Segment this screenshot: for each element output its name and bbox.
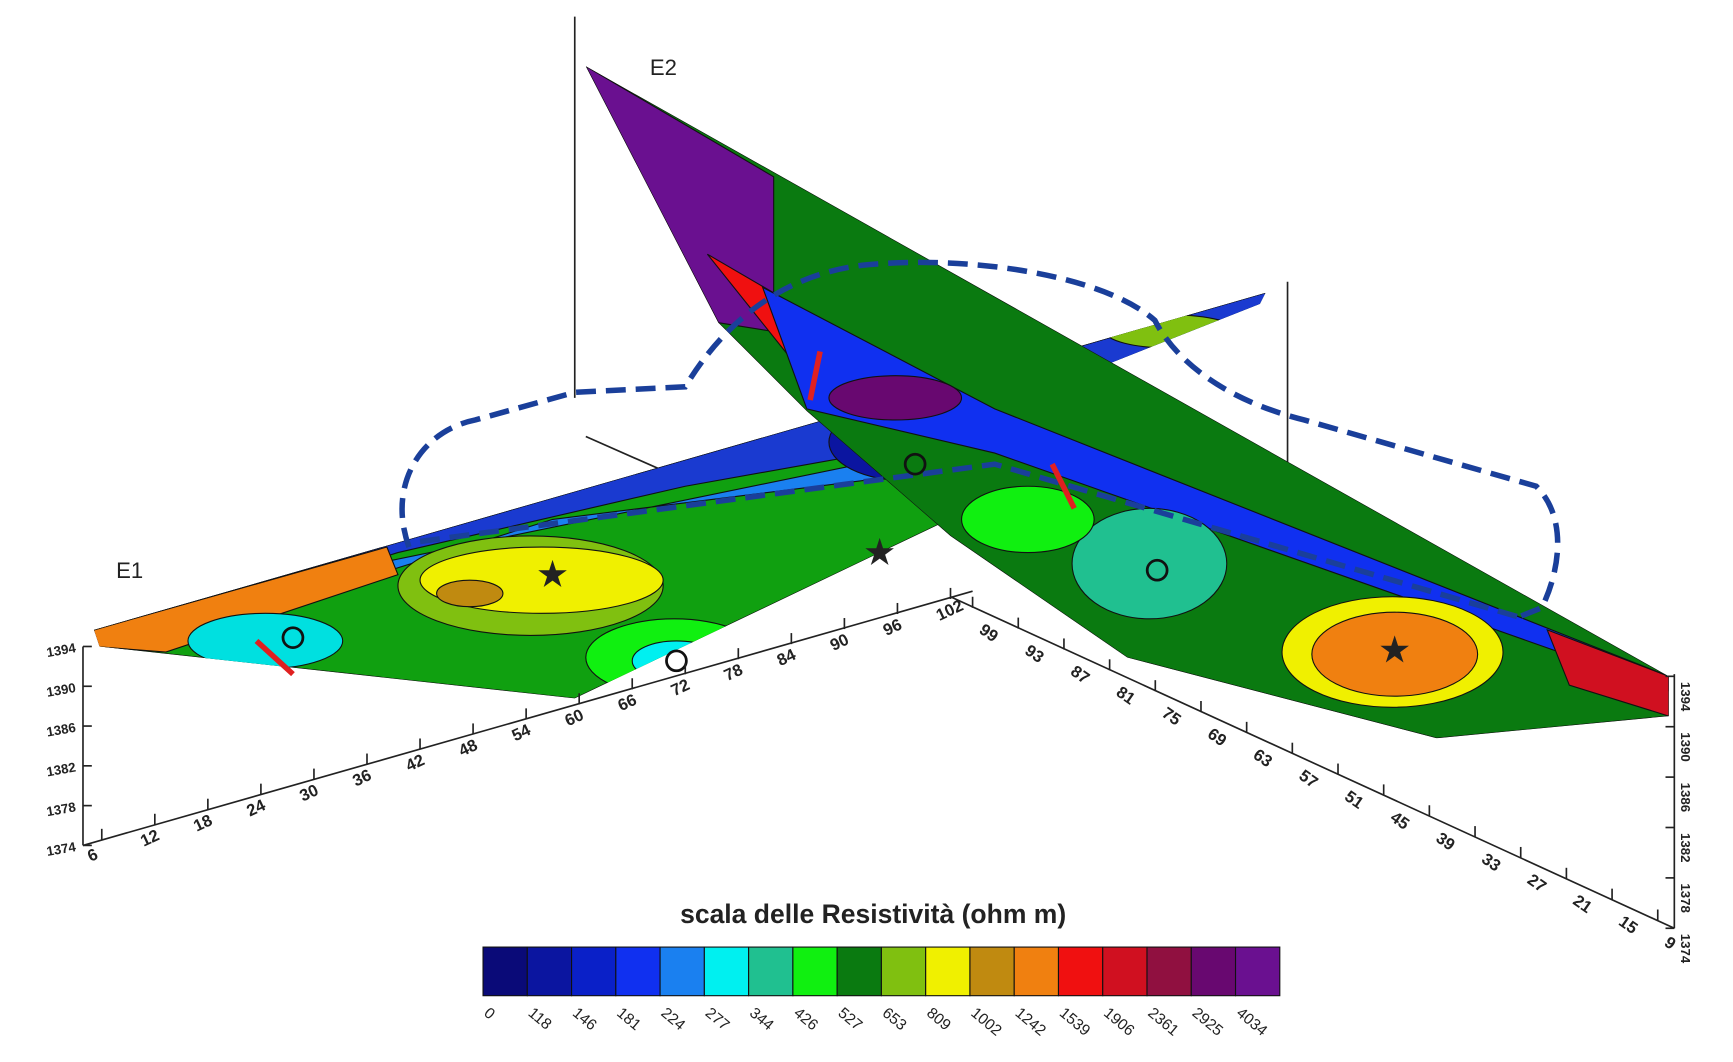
colorbar-label: 224 <box>658 1005 689 1035</box>
x-tick-label: 42 <box>403 750 428 775</box>
x-tick-label: 75 <box>1159 703 1185 729</box>
colorbar-swatch <box>792 946 838 997</box>
dashed-outline <box>399 259 1561 622</box>
x-tick-label: 84 <box>774 645 799 670</box>
x-tick-label: 72 <box>668 675 693 700</box>
colorbar-swatch <box>880 946 927 997</box>
x-tick-label: 27 <box>1524 870 1550 896</box>
colorbar-label: 0 <box>480 1005 498 1024</box>
colorbar-swatch <box>748 946 794 997</box>
x-tick-label: 66 <box>615 690 640 715</box>
symbols: ★ ★ ★ <box>254 350 1410 677</box>
y-tick-label: 1374 <box>45 839 77 859</box>
colorbar-swatch <box>482 946 528 997</box>
colorbar-swatch <box>925 946 971 997</box>
x-tick-label: 57 <box>1296 766 1322 792</box>
colorbar-label: 809 <box>923 1005 954 1035</box>
y-tick-label: 1394 <box>1678 682 1693 712</box>
colorbar-label: 344 <box>746 1005 777 1035</box>
colorbar-label: 146 <box>569 1005 600 1035</box>
y-tick-label: 1386 <box>1678 783 1693 812</box>
colorbar-label: 118 <box>525 1005 555 1034</box>
x-tick-label: 96 <box>880 615 905 640</box>
x-tick-label: 45 <box>1387 807 1413 833</box>
x-tick-label: 6 <box>84 844 100 865</box>
x-tick-label: 93 <box>1021 641 1047 667</box>
x-tick-label: 33 <box>1478 849 1504 875</box>
x-tick-label: 81 <box>1113 682 1139 708</box>
y-tick-label: 1394 <box>45 640 77 660</box>
x-tick-label: 48 <box>456 735 481 760</box>
colorbar-label: 527 <box>835 1005 866 1035</box>
colorbar-swatch <box>1013 946 1060 997</box>
colorbar-swatch <box>836 946 882 997</box>
svg-text:★: ★ <box>1380 632 1410 669</box>
axes <box>82 590 1676 930</box>
colorbar-swatch <box>526 946 573 997</box>
colorbar-label: 426 <box>790 1005 821 1035</box>
x-tick-label: 36 <box>350 765 375 790</box>
x-tick-label: 102 <box>933 596 966 625</box>
svg-text:★: ★ <box>538 557 568 594</box>
x-tick-label: 9 <box>1661 933 1679 954</box>
x-tick-label: 90 <box>827 630 852 655</box>
colorbar-label: 181 <box>613 1005 644 1035</box>
x-tick-label: 78 <box>721 660 746 685</box>
y-tick-label: 1386 <box>45 720 77 740</box>
colorbar-label: 2925 <box>1189 1005 1226 1040</box>
colorbar-swatch <box>1146 946 1192 997</box>
colorbar-swatch <box>703 946 750 997</box>
y-tick-label: 1390 <box>1678 732 1693 761</box>
colorbar-swatch <box>571 946 617 997</box>
profile-e2 <box>585 66 1669 739</box>
y-tick-label: 1382 <box>1678 833 1693 862</box>
colorbar-title: scala delle Resistività (ohm m) <box>680 899 1066 929</box>
y-tick-label: 1390 <box>45 680 77 700</box>
x-tick-label: 87 <box>1067 662 1093 688</box>
colorbar-swatch <box>659 946 705 997</box>
colorbar-label: 653 <box>879 1005 910 1035</box>
y-tick-label: 1378 <box>1678 883 1693 912</box>
x-tick-label: 63 <box>1250 745 1276 771</box>
x-tick-label: 54 <box>509 720 534 745</box>
colorbar-swatch <box>615 946 661 997</box>
colorbar-label: 1002 <box>967 1005 1004 1040</box>
x-tick-label: 69 <box>1204 724 1230 750</box>
colorbar-label: 277 <box>702 1005 733 1035</box>
x-tick-label: 15 <box>1615 912 1641 938</box>
colorbar-label: 2361 <box>1144 1005 1181 1040</box>
colorbar-swatch <box>969 946 1015 997</box>
colorbar-swatch <box>1102 946 1148 997</box>
x-tick-label: 51 <box>1341 787 1367 813</box>
colorbar-label: 1539 <box>1056 1005 1093 1040</box>
x-tick-label: 99 <box>976 620 1002 646</box>
profile-label: E2 <box>650 55 677 80</box>
colorbar-label: 1906 <box>1100 1005 1137 1040</box>
y-tick-label: 1374 <box>1678 934 1693 964</box>
x-tick-label: 21 <box>1570 891 1596 917</box>
colorbar-label: 4034 <box>1233 1005 1271 1040</box>
svg-text:★: ★ <box>865 535 895 572</box>
x-tick-label: 60 <box>562 705 587 730</box>
colorbar-label: 1242 <box>1012 1005 1049 1040</box>
colorbar-swatch <box>1057 946 1104 997</box>
profile-label: E1 <box>116 558 143 583</box>
y-tick-label: 1382 <box>45 760 77 780</box>
colorbar-swatch <box>1234 946 1281 997</box>
x-tick-label: 39 <box>1433 828 1459 854</box>
colorbar-swatch <box>1190 946 1237 997</box>
y-tick-label: 1378 <box>45 799 77 819</box>
